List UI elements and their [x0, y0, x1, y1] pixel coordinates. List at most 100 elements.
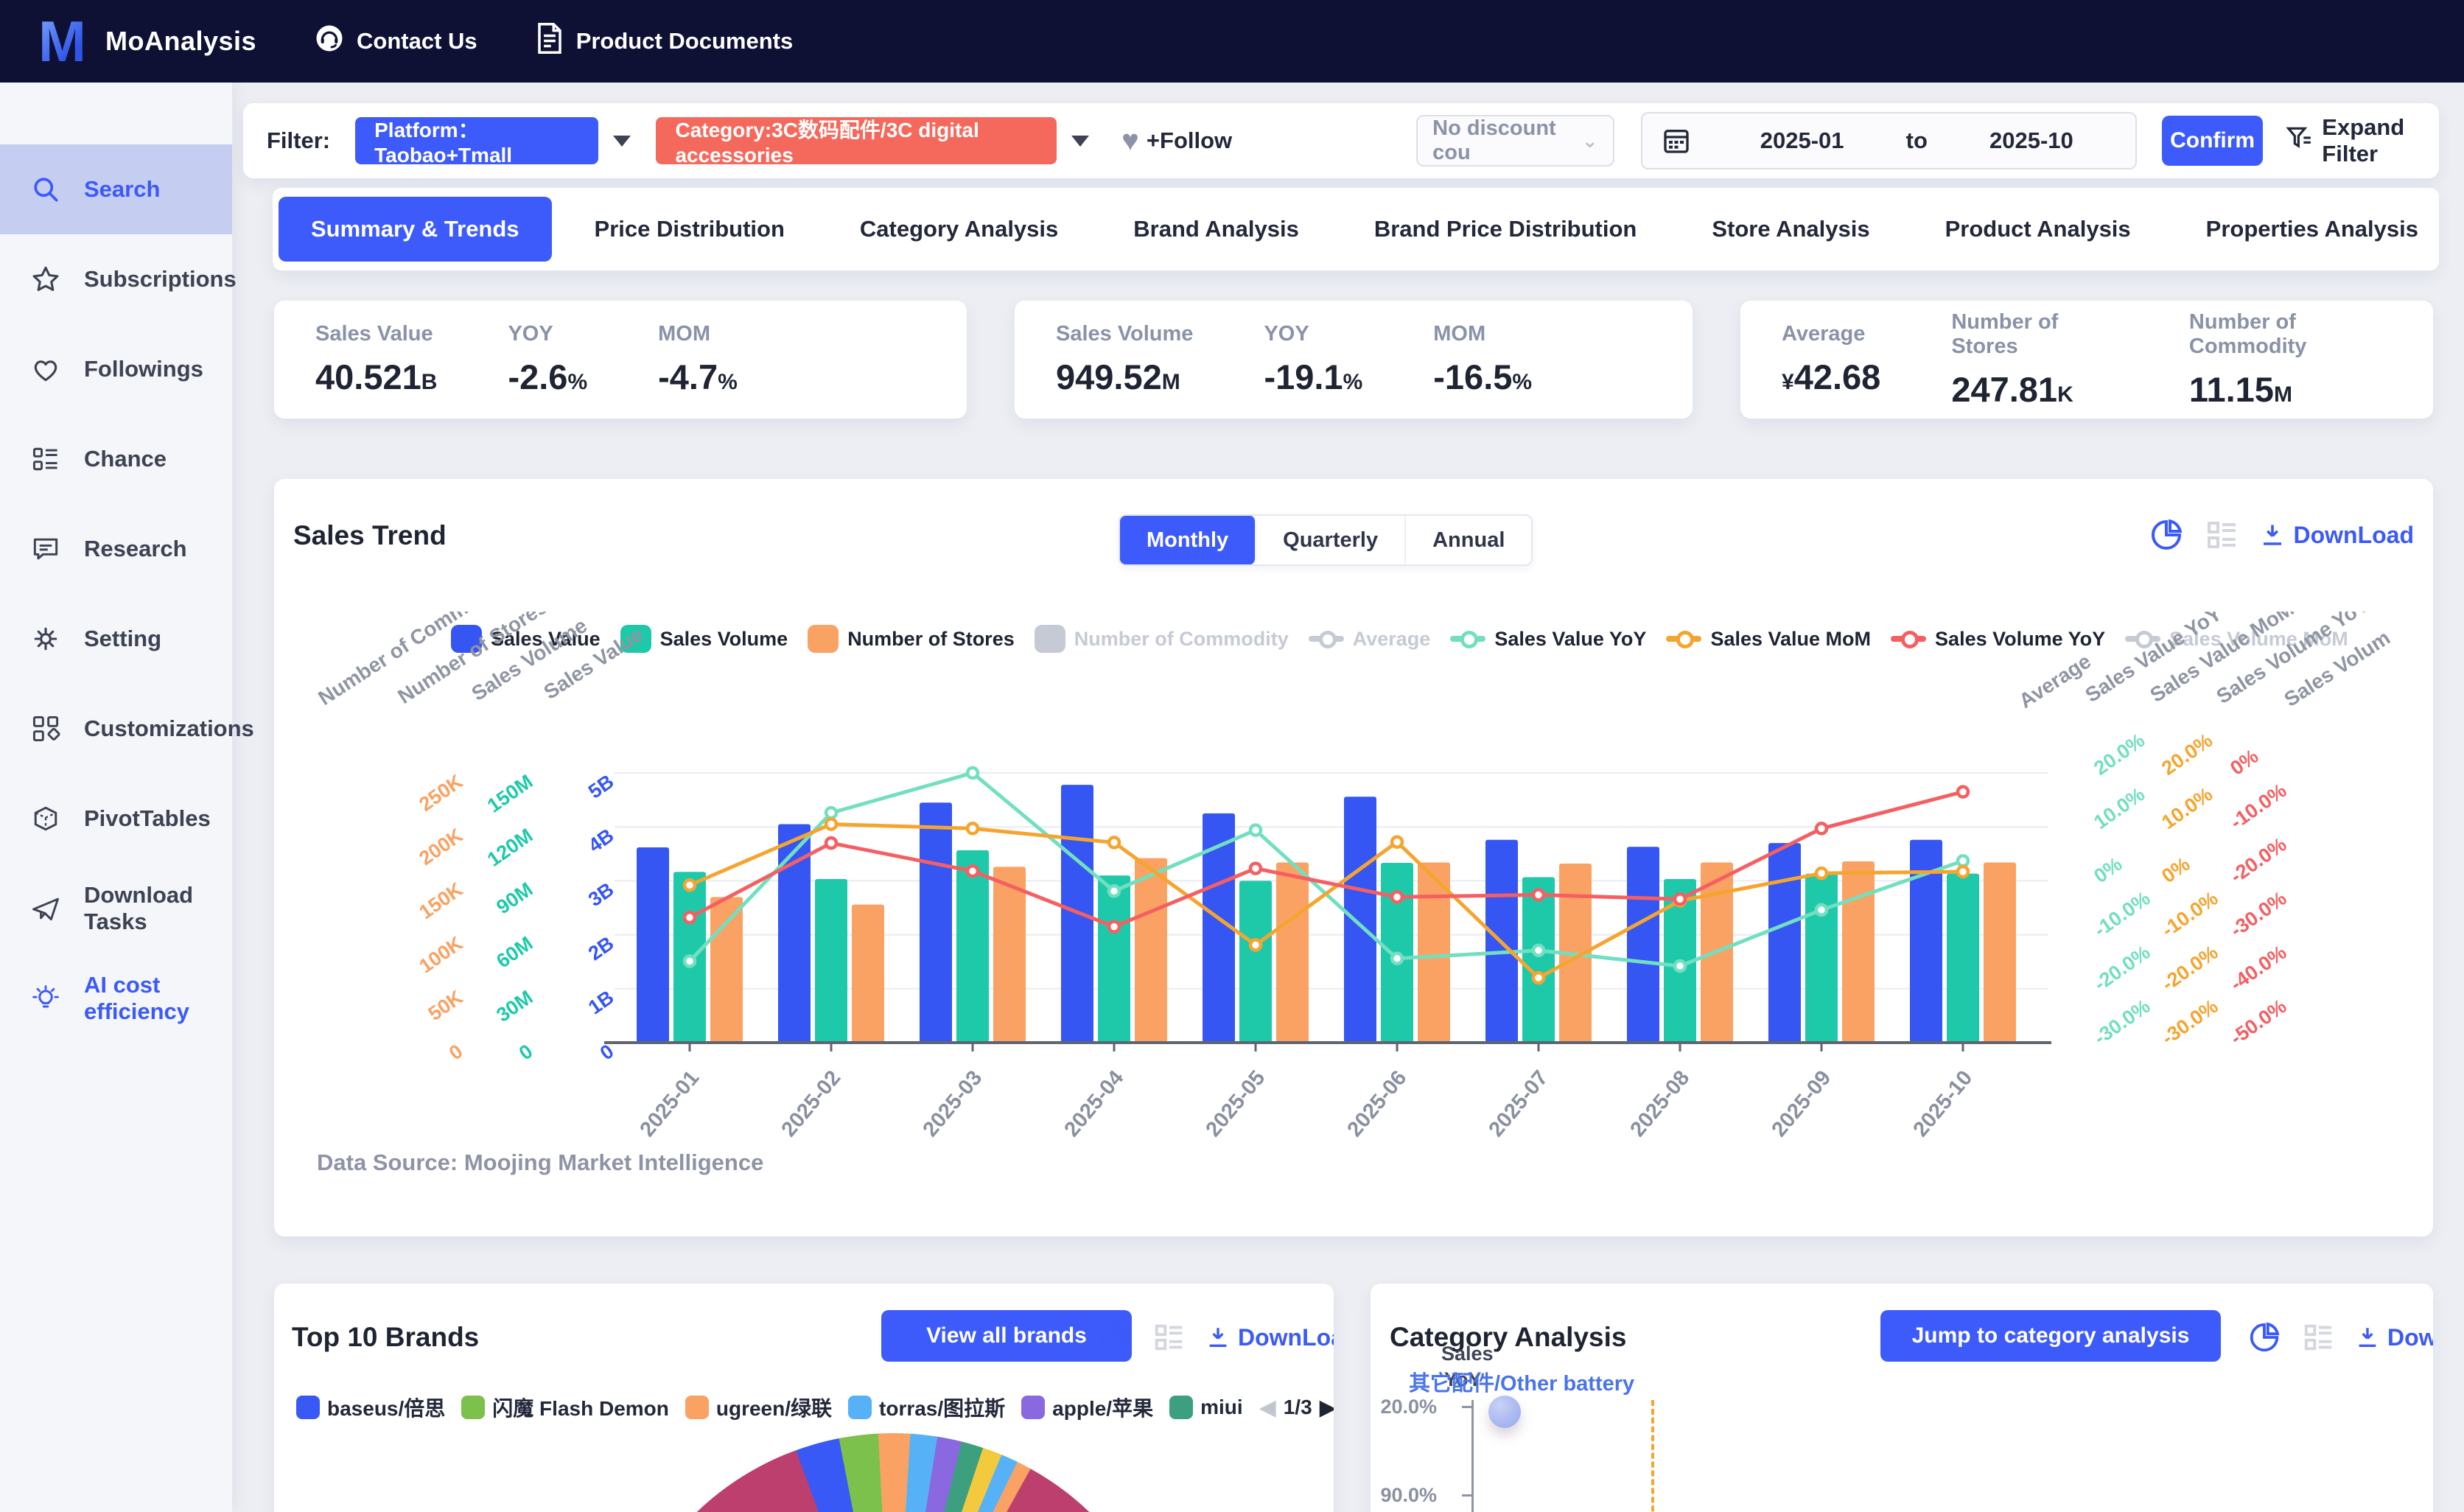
expand-filter-button[interactable]: Expand Filter	[2285, 114, 2439, 167]
follow-label: +Follow	[1146, 127, 1233, 153]
date-to-value[interactable]: 2025-10	[1989, 127, 2073, 153]
sidebar-item-customizations[interactable]: Customizations	[0, 684, 254, 774]
metric-label: Number of Commodity	[2188, 309, 2307, 358]
date-range-picker[interactable]: 2025-01 to 2025-10	[1640, 112, 2137, 169]
svg-text:2025-03: 2025-03	[918, 1066, 987, 1141]
legend-item[interactable]: Sales Value YoY	[1450, 628, 1646, 651]
brand-legend-swatch-icon	[461, 1396, 486, 1419]
category-filter-pill[interactable]: Category:3C数码配件/3C digital accessories	[656, 117, 1057, 167]
legend-item[interactable]: Sales Value MoM	[1666, 628, 1871, 651]
category-caret-icon[interactable]	[1071, 135, 1090, 147]
jump-to-category-button[interactable]: Jump to category analysis	[1880, 1310, 2221, 1362]
sidebar-item-label: Research	[84, 536, 187, 561]
platform-caret-icon[interactable]	[613, 135, 631, 147]
svg-text:2025-01: 2025-01	[635, 1066, 704, 1141]
brand-legend-item[interactable]: ugreen/绿联	[685, 1393, 832, 1422]
sidebar-item-followings[interactable]: Followings	[0, 324, 232, 414]
category-analysis-title: Category Analysis	[1390, 1322, 1627, 1352]
tab-product[interactable]: Product Analysis	[1945, 216, 2131, 242]
metric-label: MOM	[658, 322, 710, 346]
metric: YOY -2.6%	[508, 322, 587, 397]
table-view-icon[interactable]	[2302, 1320, 2336, 1354]
legend-item[interactable]: Sales Volume MoM	[2125, 628, 2348, 651]
expand-filter-label: Expand Filter	[2322, 114, 2405, 167]
platform-filter-pill[interactable]: Platform：Taobao+Tmall	[355, 117, 599, 167]
brand-legend-label: baseus/倍思	[327, 1397, 446, 1420]
confirm-button[interactable]: Confirm	[2161, 116, 2264, 166]
tab-summary[interactable]: Summary & Trends	[279, 197, 552, 262]
legend-line-icon	[2125, 631, 2161, 648]
svg-text:0%: 0%	[2157, 853, 2194, 887]
svg-text:90M: 90M	[492, 878, 536, 919]
brand-legend-item[interactable]: torras/图拉斯	[848, 1393, 1005, 1422]
sidebar-item-ai-cost[interactable]: AI cost efficiency	[0, 953, 232, 1043]
sidebar-item-search[interactable]: Search	[0, 144, 232, 234]
legend-item[interactable]: Number of Stores	[808, 625, 1015, 653]
tab-properties[interactable]: Properties Analysis	[2205, 216, 2418, 242]
metric-value: 247.81K	[1951, 369, 2073, 409]
pie-view-icon[interactable]	[2247, 1320, 2281, 1354]
category-point-label[interactable]: 其它配件/Other battery	[1409, 1372, 1635, 1396]
metric: Average ¥42.68	[1782, 322, 1880, 397]
svg-text:100K: 100K	[415, 932, 466, 978]
sidebar-item-label: Setting	[84, 626, 162, 651]
tab-category[interactable]: Category Analysis	[859, 216, 1059, 242]
pager-next-icon[interactable]: ▶	[1319, 1395, 1334, 1420]
discount-select[interactable]: No discount cou ⌄	[1416, 115, 1614, 167]
gear-icon	[29, 623, 62, 655]
legend-item[interactable]: Sales Volume YoY	[1891, 628, 2105, 651]
pie-view-icon[interactable]	[1098, 1320, 1132, 1354]
legend-item[interactable]: Sales Volume	[620, 625, 788, 653]
metric-suffix: %	[567, 370, 588, 394]
brand-legend-item[interactable]: 闪魔 Flash Demon	[461, 1393, 669, 1422]
toggle-quarterly[interactable]: Quarterly	[1256, 516, 1407, 564]
pager-prev-icon[interactable]: ◀	[1259, 1395, 1276, 1420]
table-view-icon[interactable]	[1152, 1320, 1186, 1354]
brand-legend-item[interactable]: baseus/倍思	[296, 1393, 445, 1422]
sidebar-item-download-tasks[interactable]: Download Tasks	[0, 864, 232, 953]
tab-brand[interactable]: Brand Analysis	[1133, 216, 1299, 242]
trend-download-button[interactable]: DownLoad	[2259, 522, 2414, 549]
brand-legend-item[interactable]: miui	[1169, 1396, 1243, 1419]
tab-brand-price[interactable]: Brand Price Distribution	[1373, 216, 1637, 242]
legend-item[interactable]: Number of Commodity	[1034, 625, 1289, 653]
sidebar-item-setting[interactable]: Setting	[0, 594, 232, 684]
metric: MOM -16.5%	[1433, 322, 1532, 397]
metric-suffix: M	[2273, 382, 2292, 407]
brand-legend-item[interactable]: apple/苹果	[1021, 1393, 1153, 1422]
brand-legend-swatch-icon	[1169, 1396, 1194, 1419]
table-view-icon[interactable]	[2205, 517, 2240, 553]
svg-text:50K: 50K	[424, 986, 467, 1025]
metric-value: -4.7%	[658, 357, 738, 396]
pie-view-icon[interactable]	[2149, 517, 2184, 553]
toggle-annual[interactable]: Annual	[1432, 528, 1505, 552]
sidebar-item-research[interactable]: Research	[0, 504, 232, 594]
svg-text:20.0%: 20.0%	[2157, 729, 2216, 779]
tab-price-dist[interactable]: Price Distribution	[594, 216, 785, 242]
brands-download-button[interactable]: DownLoad	[1205, 1324, 1334, 1351]
contact-us-link[interactable]: Contact Us	[314, 23, 477, 60]
sidebar-item-subscriptions[interactable]: Subscriptions	[0, 234, 237, 324]
tab-customize[interactable]: Customize Analysis	[2461, 197, 2464, 262]
brand-pie-chart[interactable]	[609, 1433, 1177, 1512]
sidebar-item-chance[interactable]: Chance	[0, 414, 232, 504]
date-from-value[interactable]: 2025-01	[1760, 127, 1844, 153]
follow-button[interactable]: ♥ +Follow	[1121, 125, 1232, 158]
legend-label: Sales Value YoY	[1494, 627, 1647, 650]
svg-text:0: 0	[445, 1040, 467, 1064]
tab-store[interactable]: Store Analysis	[1712, 216, 1870, 242]
sidebar-item-pivottables[interactable]: PivotTables	[0, 774, 232, 864]
top-brands-card: Top 10 Brands View all brands DownLoad b…	[274, 1284, 1334, 1512]
legend-item[interactable]: Average	[1308, 628, 1430, 651]
platform-filter-label: Platform：Taobao+Tmall	[374, 119, 513, 167]
trend-download-label: DownLoad	[2293, 521, 2414, 548]
metric-suffix: %	[718, 370, 738, 394]
metric-label: Sales Volume	[1056, 322, 1194, 346]
legend-item[interactable]: Sales Value	[451, 625, 601, 653]
category-download-button[interactable]: DownLoad	[2355, 1324, 2433, 1351]
category-scatter-bubble[interactable]	[1488, 1396, 1521, 1428]
svg-text:2025-04: 2025-04	[1060, 1066, 1128, 1141]
product-documents-link[interactable]: Product Documents	[535, 23, 793, 60]
toggle-monthly[interactable]: Monthly	[1120, 516, 1257, 564]
view-all-brands-button[interactable]: View all brands	[881, 1310, 1132, 1362]
